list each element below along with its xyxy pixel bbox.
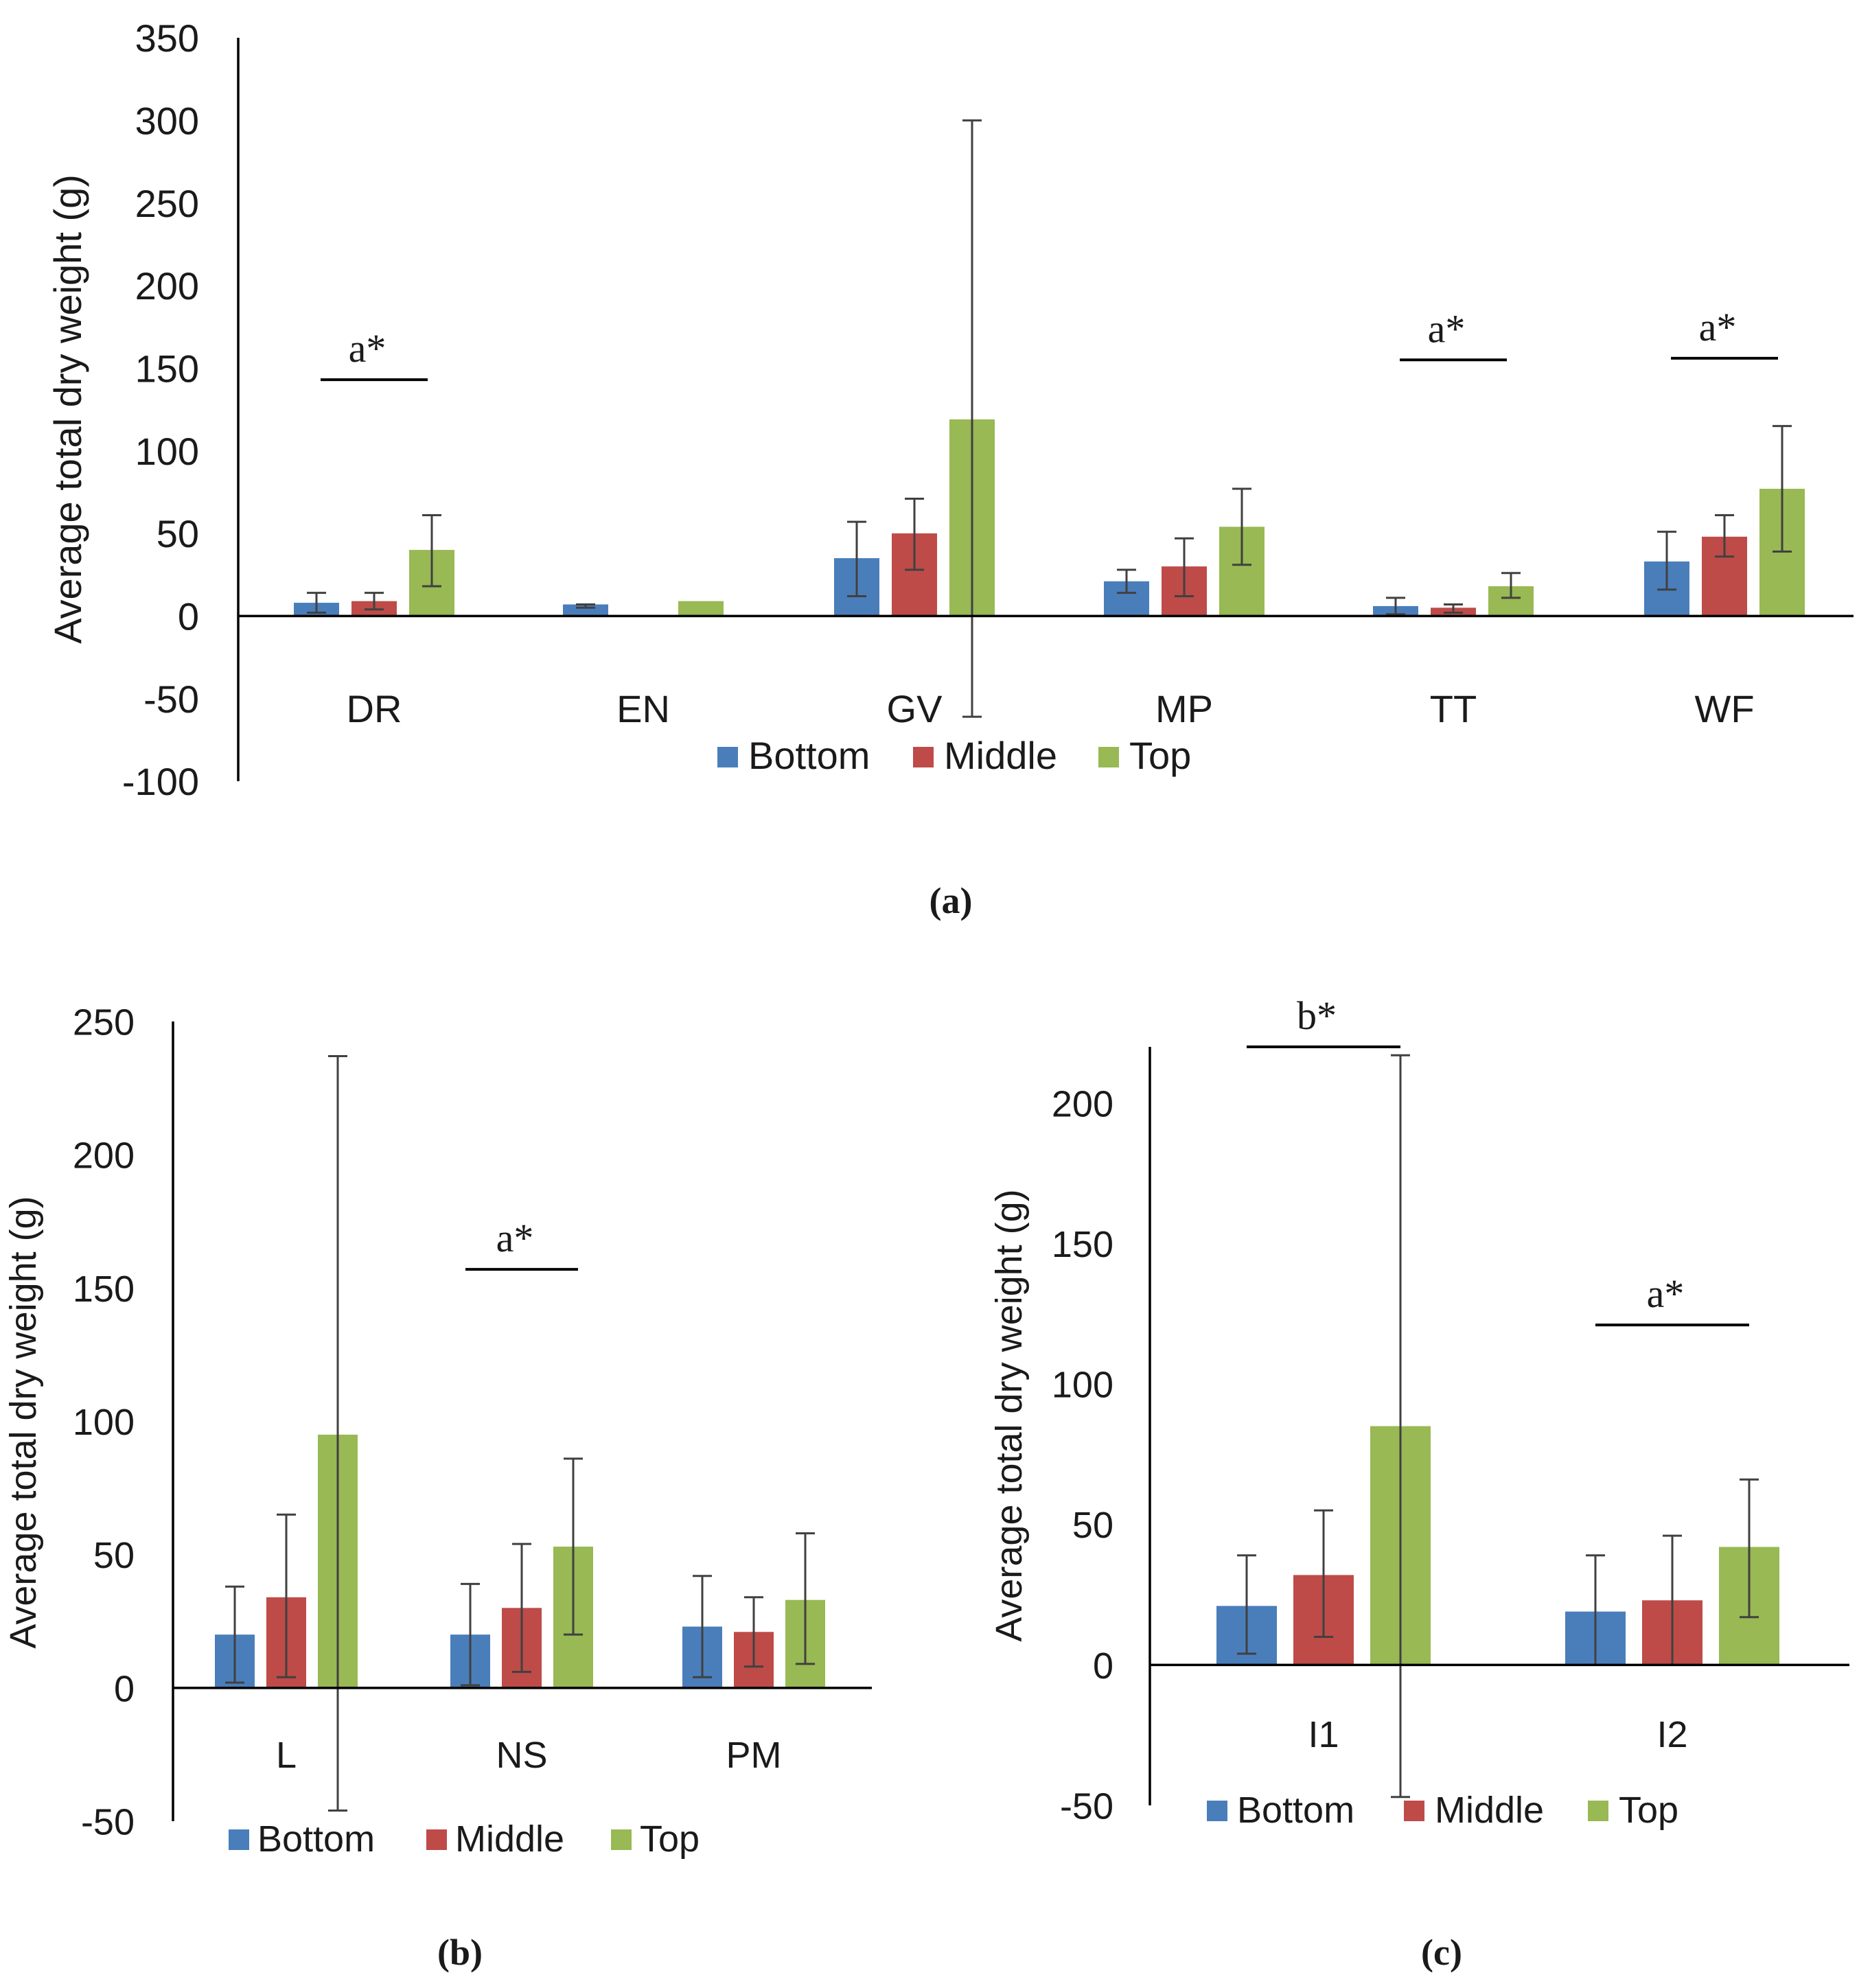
legend-swatch-middle (1404, 1801, 1424, 1821)
y-tick-label: 250 (135, 182, 199, 225)
legend-label-top: Top (1619, 1790, 1678, 1831)
y-tick-label: 50 (1072, 1505, 1113, 1546)
significance-label: a* (496, 1216, 534, 1260)
category-label-en: EN (616, 687, 670, 730)
error-bar-bottom-mp (1117, 568, 1136, 594)
error-bar-top-gv (962, 119, 982, 718)
y-tick-label: 150 (1052, 1224, 1113, 1265)
legend-swatch-bottom (229, 1829, 249, 1850)
error-bar-middle-mp (1175, 537, 1194, 597)
error-bar-top-wf (1773, 425, 1792, 553)
y-tick-label: -50 (143, 678, 199, 721)
error-bar-middle-i1 (1314, 1509, 1333, 1638)
y-tick-label: 150 (135, 347, 199, 390)
y-tick-label: 50 (157, 512, 199, 555)
y-tick-label: -50 (1060, 1785, 1113, 1827)
error-bar-bottom-en (576, 603, 595, 609)
significance-label: a* (349, 326, 386, 371)
legend-label-middle: Middle (1435, 1790, 1544, 1831)
category-label-i2: I2 (1657, 1714, 1687, 1755)
chart-panel-b: -50 0 50 100 150 200 250 L NS PM Average total dry… (3, 1002, 872, 1973)
legend-label-middle: Middle (455, 1818, 564, 1860)
y-tick-label: 0 (114, 1668, 135, 1709)
y-axis-title: Average total dry weight (g) (3, 1196, 44, 1648)
y-tick-label: 350 (135, 16, 199, 60)
y-tick-label: 200 (73, 1135, 135, 1177)
panel-caption: (c) (1421, 1932, 1462, 1973)
y-tick-label: 50 (93, 1535, 135, 1576)
error-bar-top-dr (422, 514, 441, 588)
error-bar-bottom-tt (1386, 597, 1405, 616)
y-axis-title: Average total dry weight (g) (46, 174, 89, 644)
error-bar-top-ns (564, 1457, 583, 1636)
y-tick-label: 150 (73, 1269, 135, 1310)
error-bar-top-tt (1501, 572, 1521, 599)
error-bar-top-i2 (1740, 1478, 1759, 1619)
error-bar-middle-gv (905, 497, 924, 571)
significance-label: a* (1699, 305, 1737, 349)
error-bar-top-mp (1232, 487, 1251, 566)
error-bar-middle-pm (744, 1596, 763, 1668)
error-bar-bottom-wf (1657, 531, 1676, 591)
bar-bottom-en (563, 604, 608, 616)
legend-label-top: Top (1129, 734, 1191, 777)
error-bar-middle-dr (365, 592, 384, 611)
y-tick-label: 200 (1052, 1083, 1113, 1124)
y-tick-label: 100 (135, 430, 199, 473)
category-label-dr: DR (347, 687, 402, 730)
legend-swatch-top (1098, 747, 1119, 767)
y-tick-label: 0 (1093, 1645, 1113, 1687)
panel-caption: (b) (437, 1932, 483, 1973)
error-bar-bottom-gv (847, 520, 866, 597)
legend-swatch-middle (426, 1829, 447, 1850)
legend-swatch-top (1588, 1801, 1608, 1821)
legend-label-top: Top (640, 1818, 700, 1860)
error-bar-middle-wf (1715, 514, 1734, 558)
error-bar-middle-ns (512, 1542, 531, 1674)
y-tick-label: 250 (73, 1002, 135, 1043)
y-tick-label: 200 (135, 264, 199, 308)
error-bar-top-l (328, 1054, 347, 1812)
y-axis-title: Average total dry weight (g) (989, 1189, 1030, 1641)
error-bar-bottom-dr (307, 592, 326, 614)
y-tick-label: 100 (73, 1402, 135, 1443)
y-tick-label: 100 (1052, 1365, 1113, 1406)
y-tick-label: -50 (81, 1801, 135, 1842)
y-tick-label: -100 (122, 760, 199, 803)
category-label-gv: GV (887, 687, 943, 730)
significance-label: a* (1647, 1271, 1685, 1316)
error-bar-bottom-l (225, 1585, 244, 1684)
significance-label: a* (1428, 306, 1466, 351)
legend-label-bottom: Bottom (257, 1818, 375, 1860)
error-bar-bottom-ns (461, 1582, 480, 1687)
legend-swatch-bottom (1207, 1801, 1227, 1821)
y-tick-label: 300 (135, 99, 199, 142)
category-label-l: L (276, 1735, 297, 1776)
error-bar-middle-tt (1444, 603, 1463, 614)
legend-label-bottom: Bottom (1237, 1790, 1354, 1831)
legend-swatch-bottom (717, 747, 738, 767)
legend-label-middle: Middle (944, 734, 1057, 777)
bar-top-en (678, 601, 724, 616)
category-label-tt: TT (1430, 687, 1477, 730)
category-label-ns: NS (496, 1735, 547, 1776)
error-bar-bottom-i1 (1237, 1554, 1256, 1655)
panel-caption: (a) (930, 880, 973, 921)
chart-panel-c: -50 0 50 100 150 200 I1 I2 Average total dry wei… (989, 993, 1849, 1973)
chart-panel-a: -100 -50 0 50 100 150 200 250 300 350 DR EN GV MP TT WF… (46, 16, 1854, 921)
y-tick-label: 0 (178, 594, 199, 638)
category-label-mp: MP (1155, 687, 1213, 730)
legend-swatch-top (611, 1829, 632, 1850)
error-bar-top-i1 (1391, 1054, 1410, 1799)
error-bar-middle-l (277, 1513, 296, 1678)
category-label-pm: PM (726, 1735, 782, 1776)
category-label-wf: WF (1694, 687, 1754, 730)
error-bar-top-pm (796, 1532, 815, 1665)
category-label-i1: I1 (1308, 1714, 1339, 1755)
legend-swatch-middle (913, 747, 934, 767)
error-bar-bottom-pm (693, 1575, 712, 1678)
legend-label-bottom: Bottom (748, 734, 870, 777)
significance-label: b* (1297, 993, 1337, 1038)
